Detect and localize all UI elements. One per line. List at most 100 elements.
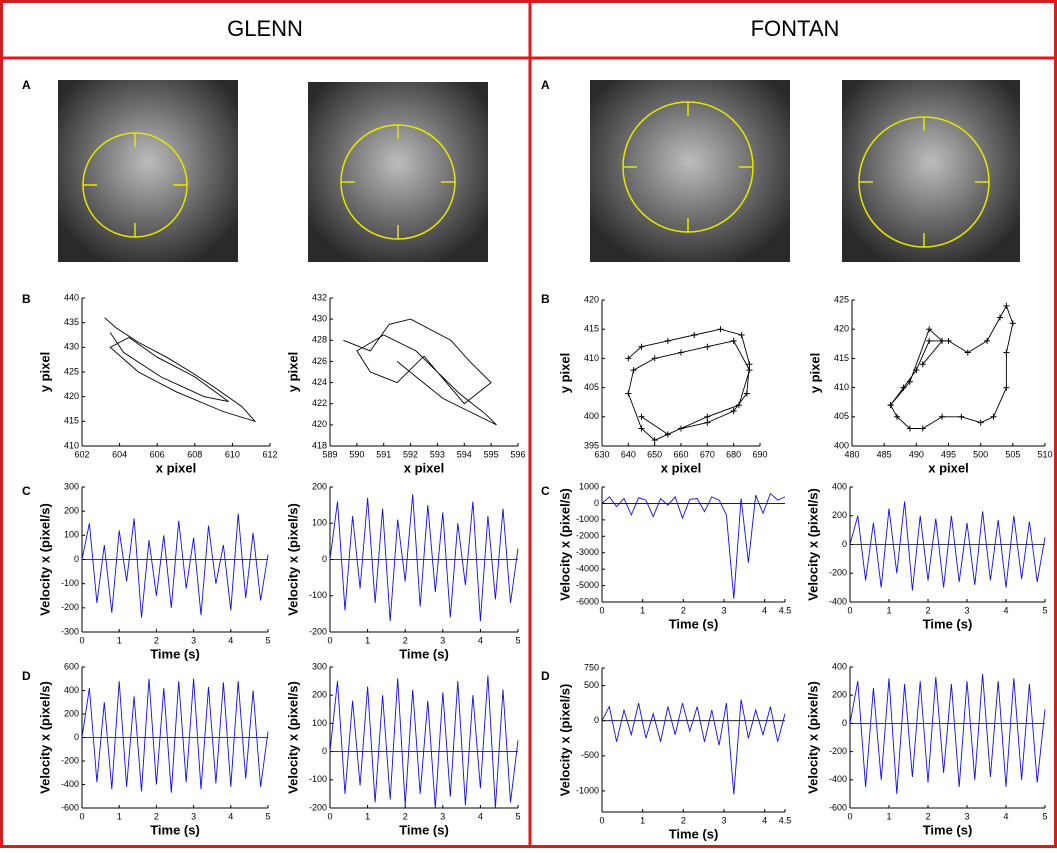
y-tick-label: -1000 <box>576 514 599 524</box>
marker <box>964 349 971 356</box>
y-tick-label: -400 <box>829 596 847 606</box>
y-tick-label: 0 <box>74 732 79 742</box>
marker <box>743 390 750 397</box>
y-tick-label: 424 <box>312 377 327 387</box>
trace <box>849 673 1046 794</box>
y-tick-label: -100 <box>61 578 79 588</box>
y-tick-label: -500 <box>581 750 599 760</box>
y-axis-label: Velocity x (pixel/s) <box>37 503 52 616</box>
trace <box>627 328 750 441</box>
marker <box>691 332 698 339</box>
x-tick-label: 604 <box>112 449 127 459</box>
x-tick-label: 4 <box>478 635 483 645</box>
marker <box>984 337 991 344</box>
x-tick-label: 0 <box>327 811 332 821</box>
panel-label: D <box>541 669 550 683</box>
marker <box>738 332 745 339</box>
marker <box>704 343 711 350</box>
x-tick-label: 0 <box>847 811 852 821</box>
x-tick-label: 0 <box>599 815 604 825</box>
x-tick-label: 490 <box>909 449 924 459</box>
x-tick-label: 2 <box>925 605 930 615</box>
y-tick-label: 0 <box>74 554 79 564</box>
marker <box>906 425 913 432</box>
y-tick-label: 100 <box>312 518 327 528</box>
x-tick-label: 495 <box>941 449 956 459</box>
marker <box>977 419 984 426</box>
trace <box>601 492 786 599</box>
x-tick-label: 1 <box>886 605 891 615</box>
x-tick-label: 1 <box>640 815 645 825</box>
x-tick-label: 1 <box>886 811 891 821</box>
x-tick-label: 2 <box>403 635 408 645</box>
x-tick-label: 4.5 <box>779 815 792 825</box>
y-tick-label: 600 <box>64 661 79 671</box>
x-tick-label: 2 <box>925 811 930 821</box>
x-tick-label: 0 <box>847 605 852 615</box>
y-tick-label: 410 <box>64 440 79 450</box>
y-tick-label: -400 <box>61 779 79 789</box>
trace <box>104 317 257 423</box>
y-axis-label: Velocity x (pixel/s) <box>805 488 820 601</box>
y-tick-label: -200 <box>309 802 327 812</box>
y-tick-label: 430 <box>64 342 79 352</box>
y-tick-label: -3000 <box>576 547 599 557</box>
x-tick-label: 5 <box>265 635 270 645</box>
marker <box>894 413 901 420</box>
y-axis-label: y pixel <box>37 352 52 392</box>
marker <box>1003 349 1010 356</box>
marker <box>678 425 684 432</box>
x-axis-label: x pixel <box>928 460 968 475</box>
marker <box>730 407 737 414</box>
x-tick-label: 4 <box>228 635 233 645</box>
x-tick-label: 591 <box>376 449 391 459</box>
y-tick-label: 750 <box>584 662 599 672</box>
y-tick-label: -100 <box>309 774 327 784</box>
marker <box>926 337 933 344</box>
x-axis-label: Time (s) <box>923 616 973 631</box>
marker <box>735 402 742 409</box>
x-tick-label: 590 <box>349 449 364 459</box>
panel-label: B <box>22 292 31 306</box>
y-tick-label: 422 <box>312 398 327 408</box>
y-tick-label: -300 <box>61 626 79 636</box>
x-tick-label: 630 <box>594 449 609 459</box>
trace <box>329 675 519 809</box>
y-tick-label: -400 <box>829 774 847 784</box>
x-tick-label: 595 <box>484 449 499 459</box>
x-tick-label: 4 <box>762 605 767 615</box>
x-tick-label: 602 <box>74 449 89 459</box>
x-tick-label: 4.5 <box>779 605 792 615</box>
y-tick-label: -2000 <box>576 531 599 541</box>
y-tick-label: 400 <box>584 411 599 421</box>
y-tick-label: 0 <box>594 715 599 725</box>
y-tick-label: 432 <box>312 292 327 302</box>
marker <box>1009 320 1016 327</box>
y-tick-label: 420 <box>834 324 849 334</box>
marker <box>664 337 671 344</box>
marker <box>625 355 632 362</box>
marker <box>638 413 645 420</box>
marker <box>651 355 658 362</box>
x-tick-label: 1 <box>117 811 122 821</box>
y-tick-label: 0 <box>842 718 847 728</box>
y-tick-label: 418 <box>312 440 327 450</box>
panel-label: C <box>541 484 550 498</box>
y-axis-label: Velocity x (pixel/s) <box>285 503 300 616</box>
y-tick-label: -4000 <box>576 564 599 574</box>
x-tick-label: 5 <box>265 811 270 821</box>
x-tick-label: 0 <box>599 605 604 615</box>
photo <box>842 80 1020 262</box>
y-tick-label: 420 <box>312 419 327 429</box>
y-tick-label: 435 <box>64 317 79 327</box>
x-tick-label: 2 <box>681 815 686 825</box>
x-axis-label: Time (s) <box>150 822 200 837</box>
marker <box>926 326 933 333</box>
marker <box>638 425 645 432</box>
x-tick-label: 3 <box>191 635 196 645</box>
x-tick-label: 3 <box>440 635 445 645</box>
x-axis-label: Time (s) <box>399 822 449 837</box>
x-tick-label: 1 <box>365 635 370 645</box>
trace <box>890 304 1014 429</box>
